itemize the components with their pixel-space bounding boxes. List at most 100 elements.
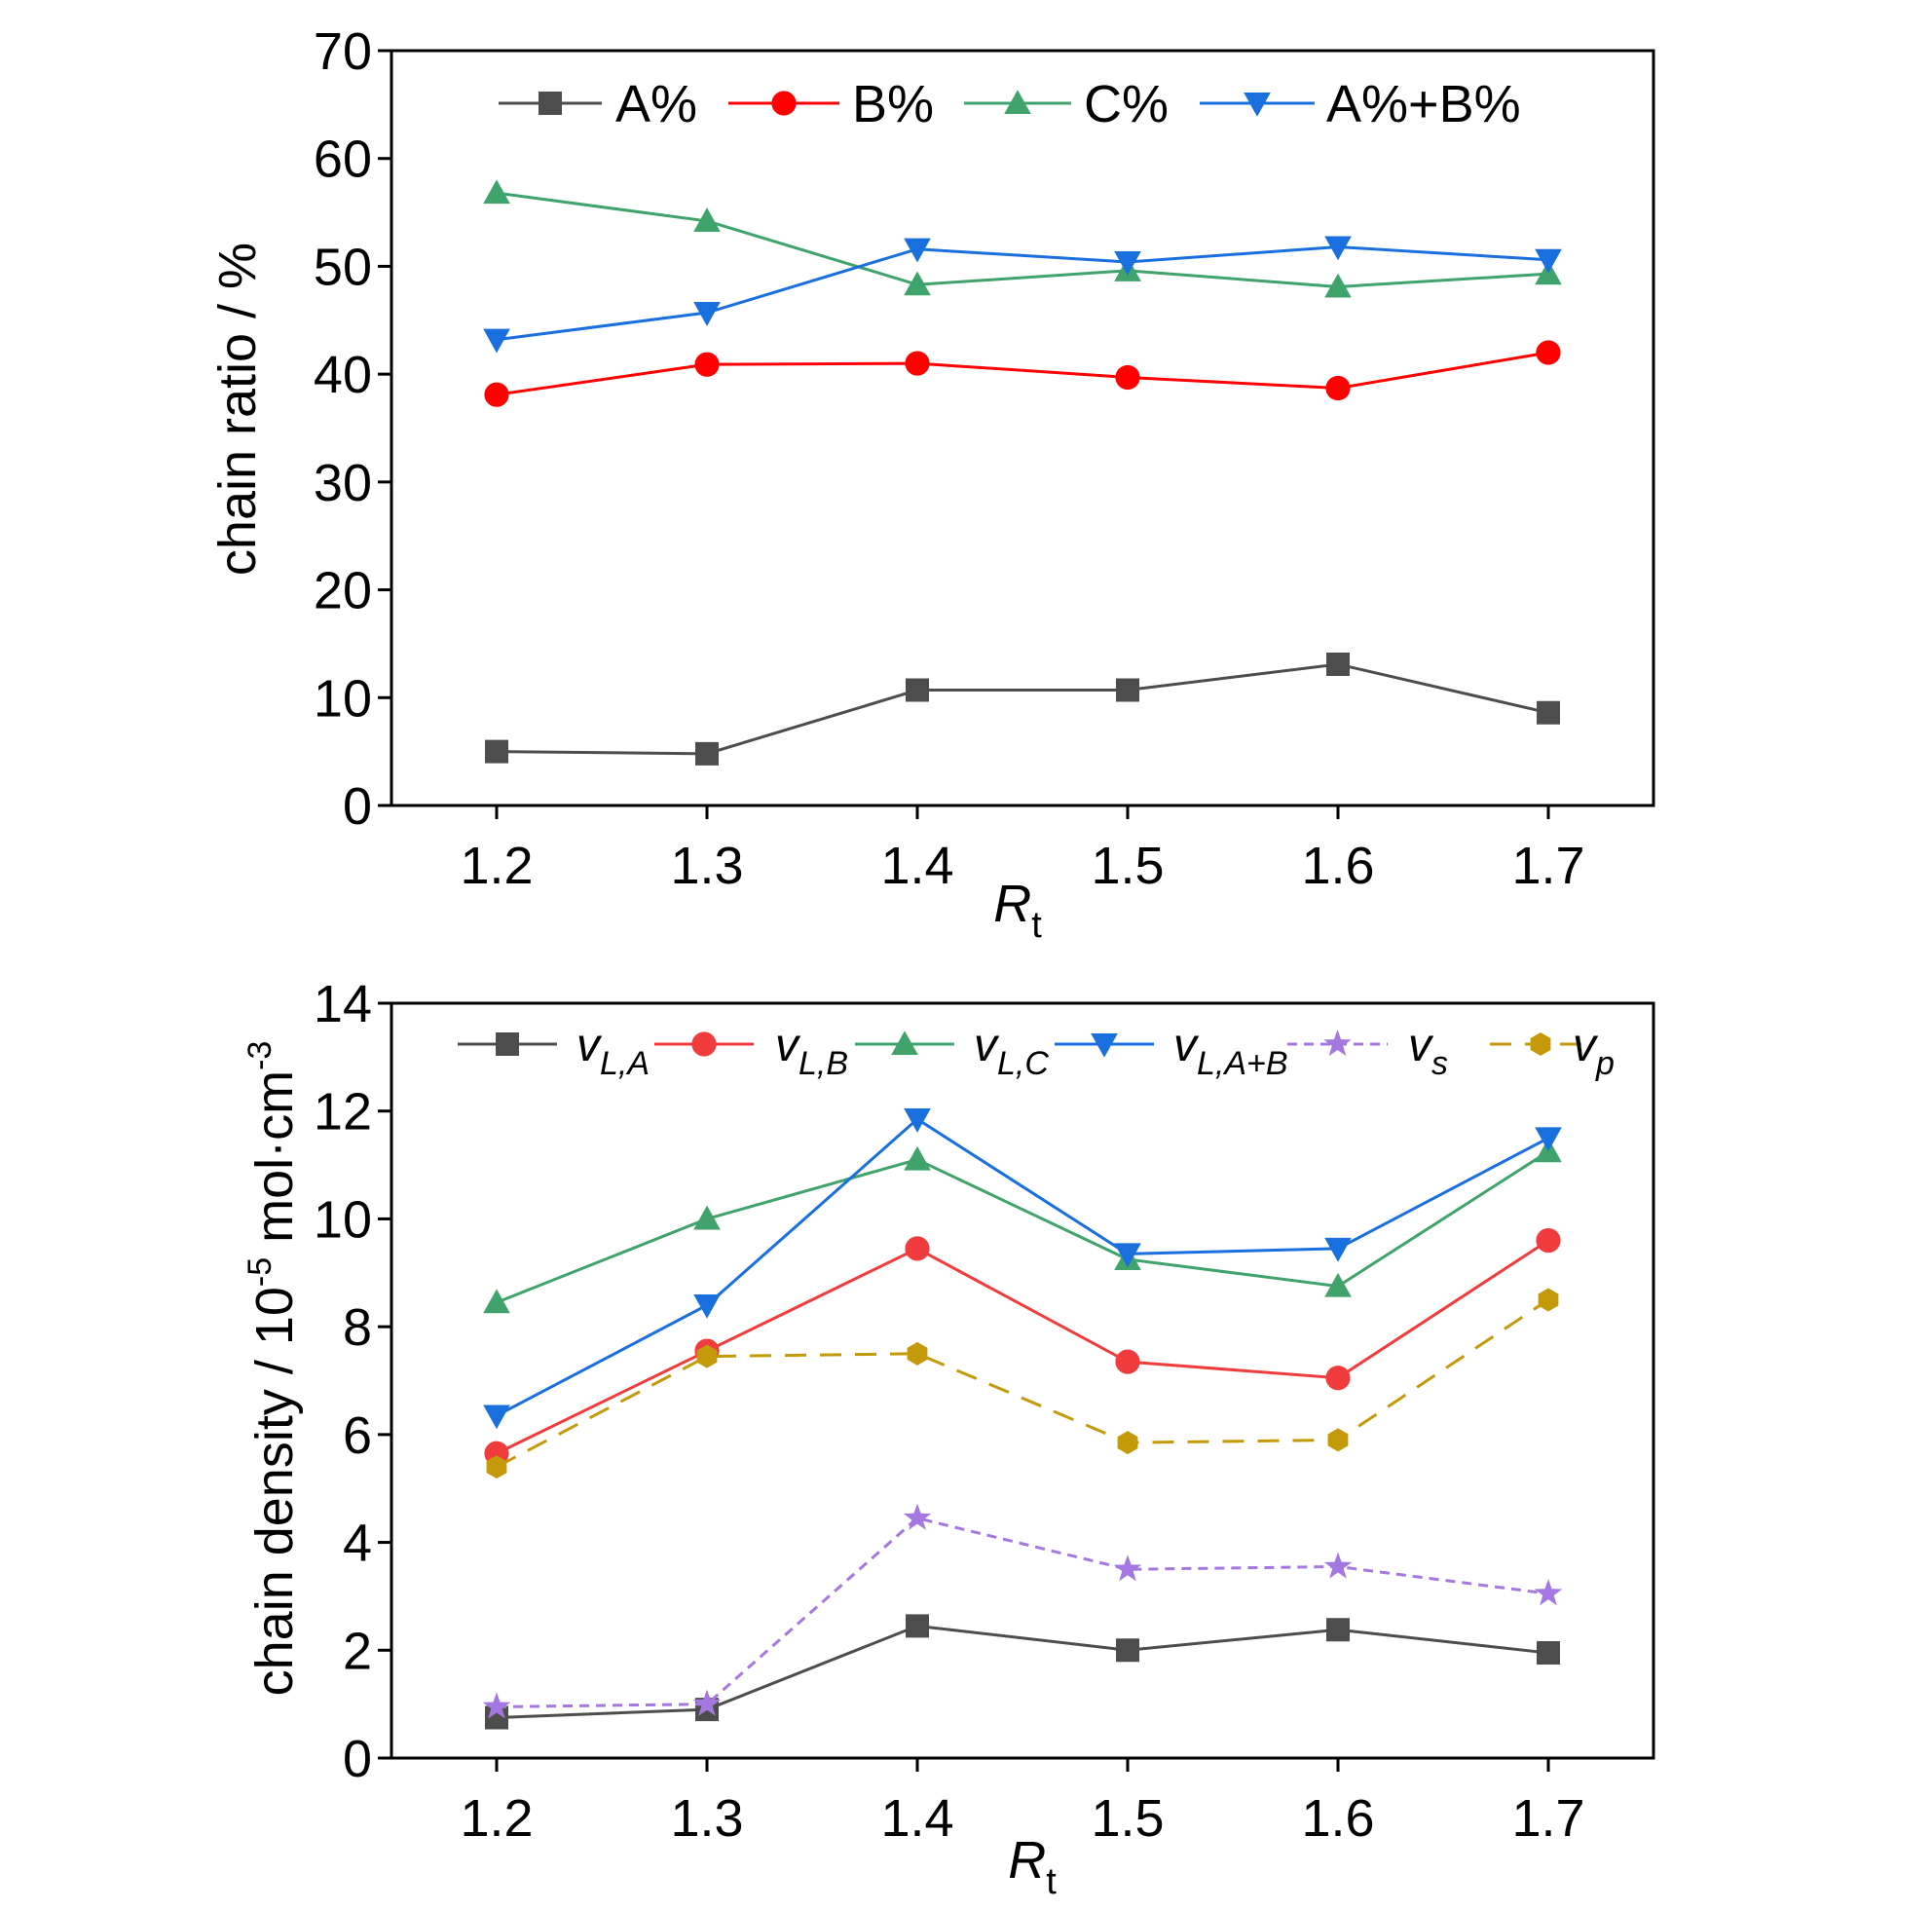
data-point: [1115, 1349, 1140, 1374]
x-axis-label: Rt: [1008, 1831, 1057, 1902]
data-point: [694, 352, 720, 377]
data-point: [1114, 1243, 1141, 1268]
data-point: [1324, 1237, 1352, 1262]
series-line: [496, 662, 1549, 756]
y-tick-label: 12: [314, 1083, 372, 1142]
y-tick-label: 4: [343, 1515, 372, 1573]
legend-entry: vs: [1287, 1020, 1448, 1082]
y-tick-label: 10: [314, 669, 372, 728]
data-point: [1117, 1431, 1138, 1455]
data-point: [903, 1503, 932, 1530]
plot-frame: [390, 1001, 1655, 1760]
data-point: [904, 271, 931, 296]
legend-entry: B%: [728, 75, 934, 133]
data-point: [1536, 340, 1561, 365]
data-point: [695, 741, 719, 766]
legend-marker: [771, 91, 797, 116]
series-A-: [485, 652, 1560, 766]
data-point: [1324, 273, 1352, 298]
data-point: [1113, 1554, 1142, 1582]
data-point: [1534, 1579, 1563, 1606]
series-v-p: [486, 1288, 1559, 1479]
legend-entry: vL,A+B: [1055, 1020, 1288, 1082]
data-point: [904, 1145, 931, 1171]
data-point: [1116, 678, 1139, 702]
legend-marker: [1004, 90, 1031, 115]
series-line: [496, 1149, 1549, 1304]
series-v-L-C: [483, 1138, 1562, 1314]
data-point: [905, 351, 930, 376]
y-tick-label: 70: [314, 22, 372, 81]
legend-marker: [539, 92, 562, 115]
x-axis-label: Rt: [993, 875, 1042, 946]
data-point: [483, 1404, 510, 1430]
data-point: [904, 238, 931, 263]
data-point: [483, 179, 510, 205]
x-tick-label: 1.5: [1091, 1789, 1164, 1848]
legend-entry: vL,B: [654, 1020, 848, 1082]
series-line: [496, 1624, 1549, 1719]
data-point: [482, 1692, 511, 1719]
data-point: [1323, 1552, 1353, 1579]
data-point: [696, 1344, 718, 1368]
data-point: [484, 382, 509, 407]
data-point: [485, 739, 508, 764]
data-point: [1536, 1227, 1561, 1254]
x-tick-label: 1.3: [670, 1789, 743, 1848]
series-v-s: [482, 1503, 1563, 1719]
y-tick-label: 10: [314, 1190, 372, 1249]
data-point: [1324, 1272, 1352, 1297]
series-v-L-B: [484, 1227, 1561, 1466]
legend-label: vL,C: [974, 1020, 1049, 1082]
legend-marker: [691, 1031, 717, 1057]
series-line: [496, 1298, 1549, 1469]
x-tick-label: 1.3: [670, 837, 743, 895]
legend-label: vL,A: [576, 1020, 650, 1082]
legend-entry: vL,C: [855, 1020, 1049, 1082]
series-line: [496, 351, 1549, 396]
data-point: [904, 1107, 931, 1133]
legend-entry: vL,A: [458, 1020, 650, 1082]
legend-marker: [1530, 1032, 1551, 1056]
data-point: [483, 1289, 510, 1314]
y-tick-label: 0: [343, 777, 372, 836]
legend-label: A%+B%: [1326, 75, 1521, 133]
x-tick-label: 1.5: [1091, 837, 1164, 895]
plot-frame: [390, 49, 1655, 807]
series-line: [496, 1117, 1549, 1417]
data-point: [1538, 1288, 1559, 1312]
data-point: [1326, 652, 1350, 676]
legend-marker: [891, 1030, 918, 1056]
data-point: [905, 1236, 930, 1261]
data-point: [906, 678, 929, 702]
series-v-L-A-B: [483, 1107, 1562, 1430]
series-B-: [484, 340, 1561, 407]
data-point: [1537, 700, 1560, 725]
x-tick-label: 1.6: [1301, 837, 1374, 895]
legend-entry: A%: [499, 75, 697, 133]
data-point: [1116, 1638, 1139, 1663]
data-point: [1114, 250, 1141, 276]
data-point: [1535, 1127, 1562, 1152]
data-point: [1325, 1366, 1351, 1391]
data-point: [1325, 375, 1351, 401]
legend-label: B%: [852, 75, 934, 133]
y-tick-label: 14: [314, 975, 372, 1033]
legend-label: vp: [1573, 1020, 1615, 1082]
y-tick-label: 2: [343, 1622, 372, 1680]
y-tick-label: 60: [314, 131, 372, 189]
legend-entry: C%: [964, 75, 1169, 133]
x-tick-label: 1.7: [1511, 1789, 1584, 1848]
legend-label: vL,A+B: [1173, 1020, 1288, 1082]
legend-marker: [496, 1032, 519, 1056]
data-point: [1535, 248, 1562, 274]
chart-panel-chain-ratio: 0 10 20 30 40 50 60 70 1.2 1.3 1.4 1.5 1.6 1.7 Rt chain…: [208, 22, 1655, 946]
chart-panel-chain-density: 0 2 4 6 8 10 12 14 1.2 1.3 1.4 1.5 1.6 1.7 Rt chain den…: [242, 975, 1655, 1902]
data-point: [693, 301, 721, 326]
data-point: [1327, 1428, 1349, 1452]
x-tick-label: 1.2: [460, 837, 533, 895]
y-tick-label: 8: [343, 1298, 372, 1357]
data-point: [1326, 1618, 1350, 1642]
data-point: [1537, 1641, 1560, 1666]
